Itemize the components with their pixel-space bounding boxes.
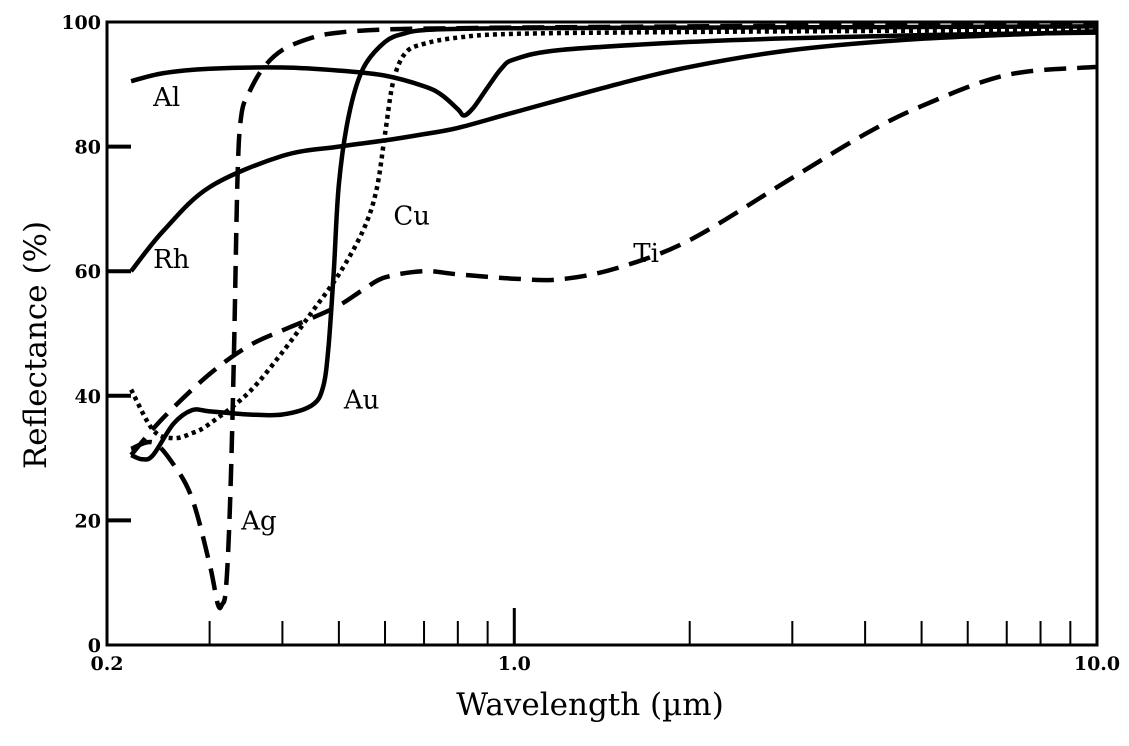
- tick-layer: 0 20 40 60 80 100 0.2 1.0 10.0: [61, 12, 1120, 675]
- series-layer: [129, 22, 1098, 611]
- y-tick-label-0: 0: [88, 635, 101, 657]
- x-tick-label-0-2: 0.2: [90, 653, 123, 675]
- x-tick-label-10-0: 10.0: [1074, 653, 1120, 675]
- y-tick-label-100: 100: [61, 12, 101, 34]
- series-line-rh: [129, 29, 1098, 273]
- series-label-ag: Ag: [240, 507, 276, 537]
- y-tick-label-80: 80: [75, 137, 101, 159]
- series-line-ti: [129, 64, 1098, 457]
- plot-frame: [105, 20, 1099, 647]
- series-label-ti: Ti: [633, 239, 659, 269]
- y-axis-title: Reflectance (%): [18, 221, 54, 469]
- series-label-rh: Rh: [153, 245, 190, 275]
- series-line-cu: [129, 27, 1098, 441]
- y-tick-label-20: 20: [75, 510, 101, 532]
- y-tick-label-40: 40: [75, 386, 101, 408]
- series-line-al: [130, 30, 1098, 118]
- series-label-cu: Cu: [393, 201, 430, 231]
- label-layer: Al Rh Cu Ti Au Ag: [152, 83, 659, 537]
- series-line-ag: [130, 22, 1098, 611]
- x-tick-label-1-0: 1.0: [498, 653, 531, 675]
- series-label-au: Au: [343, 385, 380, 415]
- x-axis-title: Wavelength (µm): [456, 687, 724, 723]
- series-label-al: Al: [152, 83, 180, 113]
- y-tick-label-60: 60: [75, 261, 101, 283]
